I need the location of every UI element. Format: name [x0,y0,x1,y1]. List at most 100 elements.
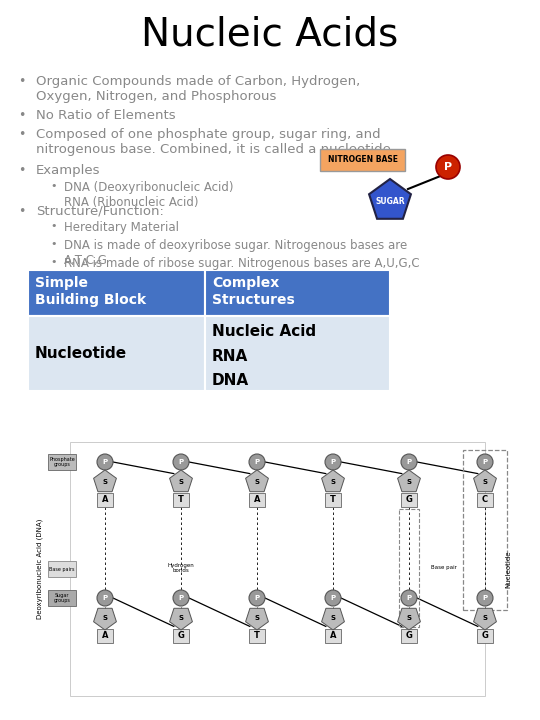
Text: Nucleic Acid
RNA
DNA: Nucleic Acid RNA DNA [212,324,316,388]
Text: P: P [254,595,260,601]
Circle shape [249,590,265,606]
Text: DNA (Deoxyribonucleic Acid)
RNA (Ribonucleic Acid): DNA (Deoxyribonucleic Acid) RNA (Ribonuc… [64,181,233,209]
Text: P: P [178,595,184,601]
Text: RNA is made of ribose sugar. Nitrogenous bases are A,U,G,C: RNA is made of ribose sugar. Nitrogenous… [64,257,420,270]
Circle shape [173,590,189,606]
Text: Organic Compounds made of Carbon, Hydrogen,
Oxygen, Nitrogen, and Phosphorous: Organic Compounds made of Carbon, Hydrog… [36,75,360,103]
Text: Base pairs: Base pairs [49,567,75,572]
Text: S: S [483,615,488,621]
Text: Deoxyribonucleic Acid (DNA): Deoxyribonucleic Acid (DNA) [37,519,43,619]
FancyBboxPatch shape [28,316,205,391]
Text: NITROGEN BASE: NITROGEN BASE [327,156,397,164]
FancyBboxPatch shape [477,493,493,507]
Polygon shape [474,608,496,630]
Text: No Ratio of Elements: No Ratio of Elements [36,109,176,122]
FancyBboxPatch shape [48,561,76,577]
FancyBboxPatch shape [97,629,113,643]
FancyBboxPatch shape [48,454,76,470]
Polygon shape [322,608,345,630]
Text: S: S [254,615,260,621]
Circle shape [477,590,493,606]
Text: G: G [406,631,413,641]
FancyBboxPatch shape [249,629,265,643]
Text: S: S [407,479,411,485]
Text: Simple
Building Block: Simple Building Block [35,276,146,307]
Circle shape [436,155,460,179]
Text: S: S [103,615,107,621]
Polygon shape [246,470,268,492]
FancyBboxPatch shape [325,629,341,643]
Text: S: S [179,615,184,621]
Text: P: P [254,459,260,465]
Text: DNA is made of deoxyribose sugar. Nitrogenous bases are
A,T,C,G: DNA is made of deoxyribose sugar. Nitrog… [64,239,407,267]
Text: •: • [51,239,57,249]
FancyBboxPatch shape [205,270,390,316]
Text: Hydrogen
bonds: Hydrogen bonds [167,562,194,573]
FancyBboxPatch shape [28,270,205,316]
FancyBboxPatch shape [70,442,485,696]
Text: A: A [254,495,260,505]
FancyBboxPatch shape [48,590,76,606]
Text: •: • [51,181,57,191]
Text: P: P [444,162,452,172]
Circle shape [173,454,189,470]
Circle shape [97,454,113,470]
FancyBboxPatch shape [173,629,189,643]
FancyBboxPatch shape [205,316,390,391]
Polygon shape [322,470,345,492]
Text: Composed of one phosphate group, sugar ring, and
nitrogenous base. Combined, it : Composed of one phosphate group, sugar r… [36,128,395,156]
Text: Base pair: Base pair [431,565,457,570]
Text: C: C [482,495,488,505]
Text: G: G [406,495,413,505]
FancyBboxPatch shape [97,493,113,507]
Text: S: S [179,479,184,485]
Text: •: • [51,221,57,231]
Text: Nucleic Acids: Nucleic Acids [141,15,399,53]
Text: •: • [18,128,26,141]
Text: T: T [178,495,184,505]
Text: A: A [102,631,108,641]
Text: •: • [18,109,26,122]
Text: P: P [103,595,107,601]
Text: SUGAR: SUGAR [375,197,405,205]
Text: T: T [330,495,336,505]
Text: S: S [103,479,107,485]
FancyBboxPatch shape [249,493,265,507]
Text: S: S [483,479,488,485]
Text: S: S [407,615,411,621]
Polygon shape [397,470,421,492]
Text: Structure/Function:: Structure/Function: [36,205,164,218]
Text: G: G [178,631,185,641]
Polygon shape [474,470,496,492]
Text: •: • [18,205,26,218]
Text: S: S [254,479,260,485]
Text: S: S [330,615,335,621]
Text: P: P [482,595,488,601]
Text: •: • [18,75,26,88]
Text: A: A [330,631,336,641]
Text: Sugar
groups: Sugar groups [53,593,70,603]
Text: •: • [51,257,57,267]
Text: P: P [407,459,411,465]
Polygon shape [170,470,192,492]
Circle shape [249,454,265,470]
Text: S: S [330,479,335,485]
Text: A: A [102,495,108,505]
Text: P: P [407,595,411,601]
Text: Phosphate
groups: Phosphate groups [49,456,75,467]
Circle shape [401,590,417,606]
Polygon shape [246,608,268,630]
Circle shape [325,454,341,470]
Text: Nucleotide: Nucleotide [505,550,511,588]
Circle shape [97,590,113,606]
FancyBboxPatch shape [401,493,417,507]
Polygon shape [93,608,117,630]
Text: •: • [18,164,26,177]
FancyBboxPatch shape [401,629,417,643]
Text: P: P [330,595,335,601]
Text: G: G [482,631,489,641]
Polygon shape [170,608,192,630]
FancyBboxPatch shape [320,149,405,171]
Text: P: P [103,459,107,465]
FancyBboxPatch shape [173,493,189,507]
